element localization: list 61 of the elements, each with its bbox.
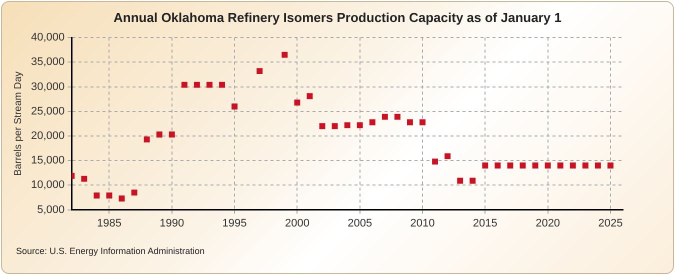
y-tick-label: 15,000 [30, 154, 65, 167]
y-tick-label: 30,000 [30, 80, 65, 93]
point [81, 176, 88, 182]
point [557, 162, 564, 168]
y-tick-label: 25,000 [30, 105, 65, 118]
y-tick-label: 10,000 [30, 179, 65, 192]
point [181, 82, 188, 88]
point [532, 162, 538, 168]
point [482, 162, 488, 168]
point [494, 162, 501, 168]
point [594, 162, 601, 168]
point [394, 114, 400, 120]
point [144, 136, 150, 142]
point [106, 192, 112, 199]
chart-title: Annual Oklahoma Refinery Isomers Production Capacity as of January 1 [112, 10, 562, 25]
x-tick-label: 2015 [472, 217, 498, 230]
x-tick-label: 1985 [96, 217, 122, 230]
point [520, 162, 526, 168]
y-tick-label: 20,000 [30, 130, 65, 142]
x-tick-label: 2025 [598, 217, 623, 230]
point [470, 178, 476, 184]
point [306, 93, 313, 100]
point [332, 123, 338, 130]
point [168, 132, 175, 138]
point [256, 68, 263, 74]
y-tick-label: 5,000 [37, 204, 65, 216]
point [607, 162, 614, 168]
point [432, 158, 438, 165]
point [344, 122, 350, 128]
point [282, 52, 288, 58]
y-tick-label: 35,000 [30, 56, 65, 68]
y-axis-title: Barrels per Stream Day [12, 71, 24, 176]
point [118, 196, 125, 202]
point [232, 104, 238, 110]
point [356, 122, 363, 128]
x-tick-label: 2000 [284, 217, 310, 230]
point [420, 119, 426, 126]
x-tick-label: 2010 [410, 217, 435, 230]
point [507, 162, 514, 168]
point [407, 119, 413, 126]
x-tick-label: 2005 [348, 217, 372, 230]
point [369, 119, 376, 126]
y-tick-label: 40,000 [30, 32, 65, 44]
point [457, 178, 464, 184]
point [570, 162, 576, 168]
x-tick-label: 1995 [222, 217, 247, 230]
point [294, 100, 300, 106]
source-note: Source: U.S. Energy Information Administration [16, 246, 205, 256]
point [382, 114, 388, 120]
point [219, 82, 225, 88]
point [319, 123, 326, 130]
point [131, 190, 138, 196]
point [444, 153, 451, 160]
point [544, 162, 551, 168]
point [206, 82, 212, 88]
point [194, 82, 200, 88]
x-tick-label: 1990 [160, 217, 184, 230]
point [156, 132, 162, 138]
point [582, 162, 588, 168]
point [94, 192, 100, 199]
x-tick-label: 2020 [536, 217, 560, 230]
